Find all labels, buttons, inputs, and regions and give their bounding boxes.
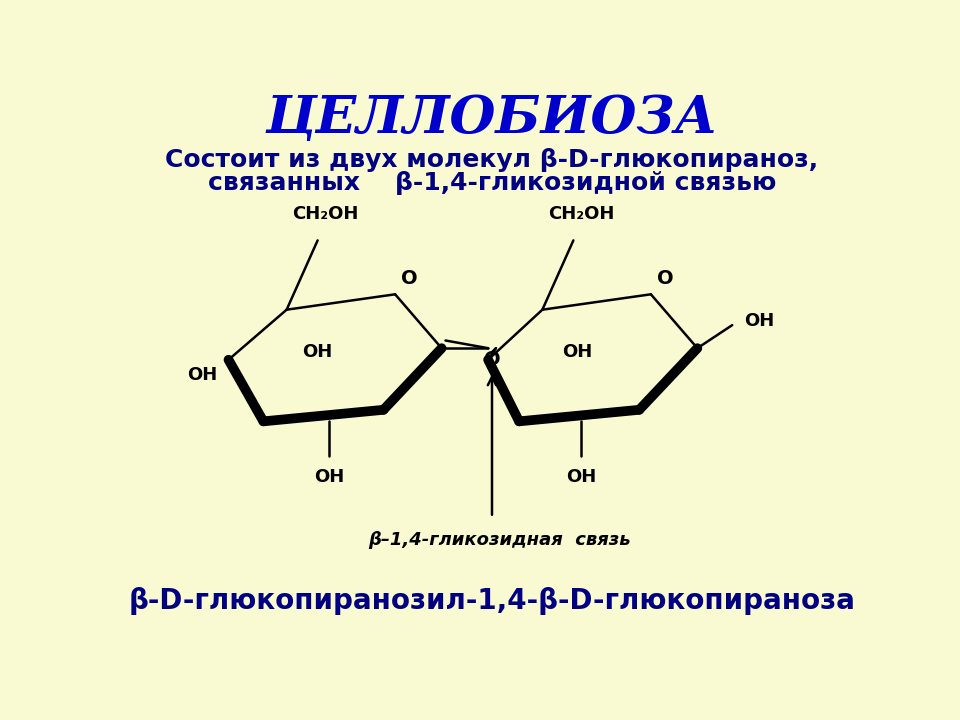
- Text: Состоит из двух молекул β-D-глюкопираноз,: Состоит из двух молекул β-D-глюкопираноз…: [165, 148, 819, 171]
- Text: β–1,4-гликозидная  связь: β–1,4-гликозидная связь: [369, 531, 631, 549]
- Text: OH: OH: [186, 366, 217, 384]
- Text: OH: OH: [563, 343, 592, 361]
- Text: связанных    β-1,4-гликозидной связью: связанных β-1,4-гликозидной связью: [207, 171, 777, 194]
- Text: β-D-глюкопиранозил-1,4-β-D-глюкопираноза: β-D-глюкопиранозил-1,4-β-D-глюкопираноза: [129, 587, 855, 615]
- Text: OH: OH: [314, 467, 345, 485]
- Text: O: O: [657, 269, 674, 288]
- Text: OH: OH: [566, 467, 596, 485]
- Text: O: O: [484, 350, 500, 369]
- Text: OH: OH: [744, 312, 774, 330]
- Text: CH₂OH: CH₂OH: [548, 205, 614, 223]
- Text: OH: OH: [302, 343, 333, 361]
- Text: ЦЕЛЛОБИОЗА: ЦЕЛЛОБИОЗА: [266, 93, 718, 144]
- Text: CH₂OH: CH₂OH: [292, 205, 359, 223]
- Text: O: O: [401, 269, 418, 288]
